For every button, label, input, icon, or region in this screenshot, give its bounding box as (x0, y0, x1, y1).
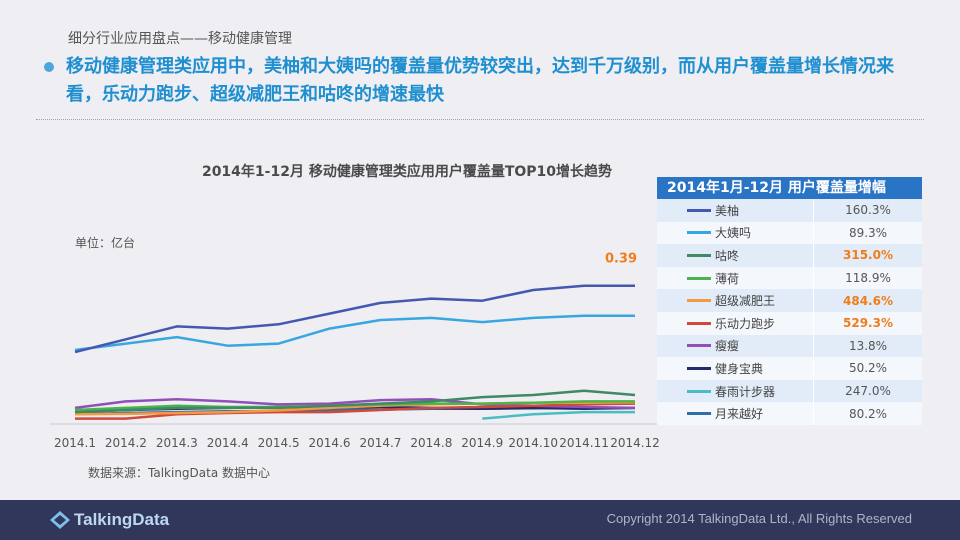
series-line (75, 402, 636, 420)
talkingdata-logo: TalkingData (50, 510, 169, 530)
legend-app-name: 月来越好 (715, 407, 764, 422)
legend-app: 乐动力跑步 (657, 311, 814, 335)
x-tick-label: 2014.8 (410, 436, 452, 450)
legend-swatch (687, 253, 711, 257)
bullet-dot (44, 62, 54, 72)
page-subtitle: 细分行业应用盘点——移动健康管理 (68, 31, 292, 47)
legend-swatch (687, 321, 711, 325)
legend-growth-value: 484.6% (843, 293, 893, 308)
legend-app: 大姨吗 (657, 221, 814, 245)
legend-row: 瘦瘦 13.8% (657, 334, 922, 358)
legend-growth-value: 247.0% (845, 384, 891, 399)
x-tick-label: 2014.4 (207, 436, 249, 450)
legend-swatch (687, 412, 711, 416)
legend-app: 薄荷 (657, 266, 814, 290)
legend-row: 超级减肥王 484.6% (657, 289, 922, 312)
legend-app-name: 大姨吗 (715, 226, 752, 241)
x-tick-label: 2014.12 (610, 436, 660, 450)
legend-app: 咕咚 (657, 244, 814, 267)
legend-app-name: 春雨计步器 (715, 384, 776, 399)
legend-growth-value: 50.2% (848, 361, 888, 376)
legend-rows: 美柚 160.3% 大姨吗 89.3% 咕咚 315.0% 薄荷 118.9% 超级减肥王 484… (657, 199, 922, 425)
legend-growth-value: 118.9% (845, 271, 891, 286)
legend-growth-value: 315.0% (843, 248, 893, 263)
legend-swatch (687, 344, 711, 348)
legend-swatch (687, 208, 711, 212)
legend-app: 春雨计步器 (657, 379, 814, 403)
legend-swatch (687, 231, 711, 235)
legend-row: 乐动力跑步 529.3% (657, 311, 922, 335)
legend-swatch (687, 299, 711, 303)
x-tick-label: 2014.10 (508, 436, 558, 450)
legend-app-name: 瘦瘦 (715, 339, 740, 354)
series-line (482, 410, 635, 420)
legend-growth-value: 89.3% (848, 225, 888, 240)
legend-row: 美柚 160.3% (657, 199, 922, 222)
footer-bar: TalkingData Copyright 2014 TalkingData L… (0, 500, 960, 540)
logo-text: TalkingData (74, 510, 170, 529)
headline: 移动健康管理类应用中，美柚和大姨吗的覆盖量优势较突出，达到千万级别，而从用户覆盖… (66, 56, 894, 105)
legend-app-name: 薄荷 (715, 271, 740, 286)
legend-swatch (687, 276, 711, 280)
legend-swatch (687, 389, 711, 393)
x-tick-label: 2014.9 (461, 436, 503, 450)
legend-app: 超级减肥王 (657, 289, 814, 312)
legend-app: 健身宝典 (657, 357, 814, 380)
growth-legend-table: 2014年1月-12月 用户覆盖量增幅 美柚 160.3% 大姨吗 89.3% 咕咚 31… (657, 177, 922, 425)
series-line (74, 314, 635, 352)
legend-app-name: 美柚 (715, 203, 740, 218)
legend-app: 月来越好 (657, 402, 814, 425)
data-label: 0.39 (605, 252, 637, 267)
legend-app-name: 咕咚 (715, 248, 740, 263)
legend-row: 健身宝典 50.2% (657, 357, 922, 380)
x-tick-label: 2014.1 (54, 436, 96, 450)
x-tick-label: 2014.6 (309, 436, 351, 450)
x-tick-label: 2014.7 (359, 436, 401, 450)
data-source: 数据来源：TalkingData 数据中心 (88, 466, 271, 480)
legend-row: 薄荷 118.9% (657, 266, 922, 290)
legend-app-name: 健身宝典 (715, 361, 764, 376)
unit-label: 单位：亿台 (75, 235, 135, 250)
dotted-divider (36, 119, 924, 120)
x-tick-label: 2014.3 (156, 436, 198, 450)
legend-row: 月来越好 80.2% (657, 402, 922, 425)
chart-title: 2014年1-12月 移动健康管理类应用用户覆盖量TOP10增长趋势 (202, 163, 612, 180)
logo-icon (50, 511, 70, 529)
legend-row: 大姨吗 89.3% (657, 221, 922, 245)
legend-growth-value: 529.3% (843, 316, 893, 331)
legend-growth-value: 80.2% (848, 406, 888, 421)
legend-app-name: 超级减肥王 (715, 294, 776, 309)
series-line (74, 284, 635, 354)
legend-title: 2014年1月-12月 用户覆盖量增幅 (657, 177, 922, 199)
legend-growth-value: 13.8% (848, 338, 888, 353)
legend-growth-value: 160.3% (845, 203, 891, 218)
x-tick-label: 2014.2 (105, 436, 147, 450)
series-line (74, 389, 636, 414)
x-tick-label: 2014.5 (258, 436, 300, 450)
legend-row: 春雨计步器 247.0% (657, 379, 922, 403)
legend-app: 美柚 (657, 199, 814, 222)
x-tick-label: 2014.11 (559, 436, 609, 450)
legend-swatch (687, 366, 711, 370)
legend-app-name: 乐动力跑步 (715, 316, 776, 331)
legend-app: 瘦瘦 (657, 334, 814, 358)
copyright: Copyright 2014 TalkingData Ltd., All Rig… (606, 511, 912, 526)
legend-row: 咕咚 315.0% (657, 244, 922, 267)
